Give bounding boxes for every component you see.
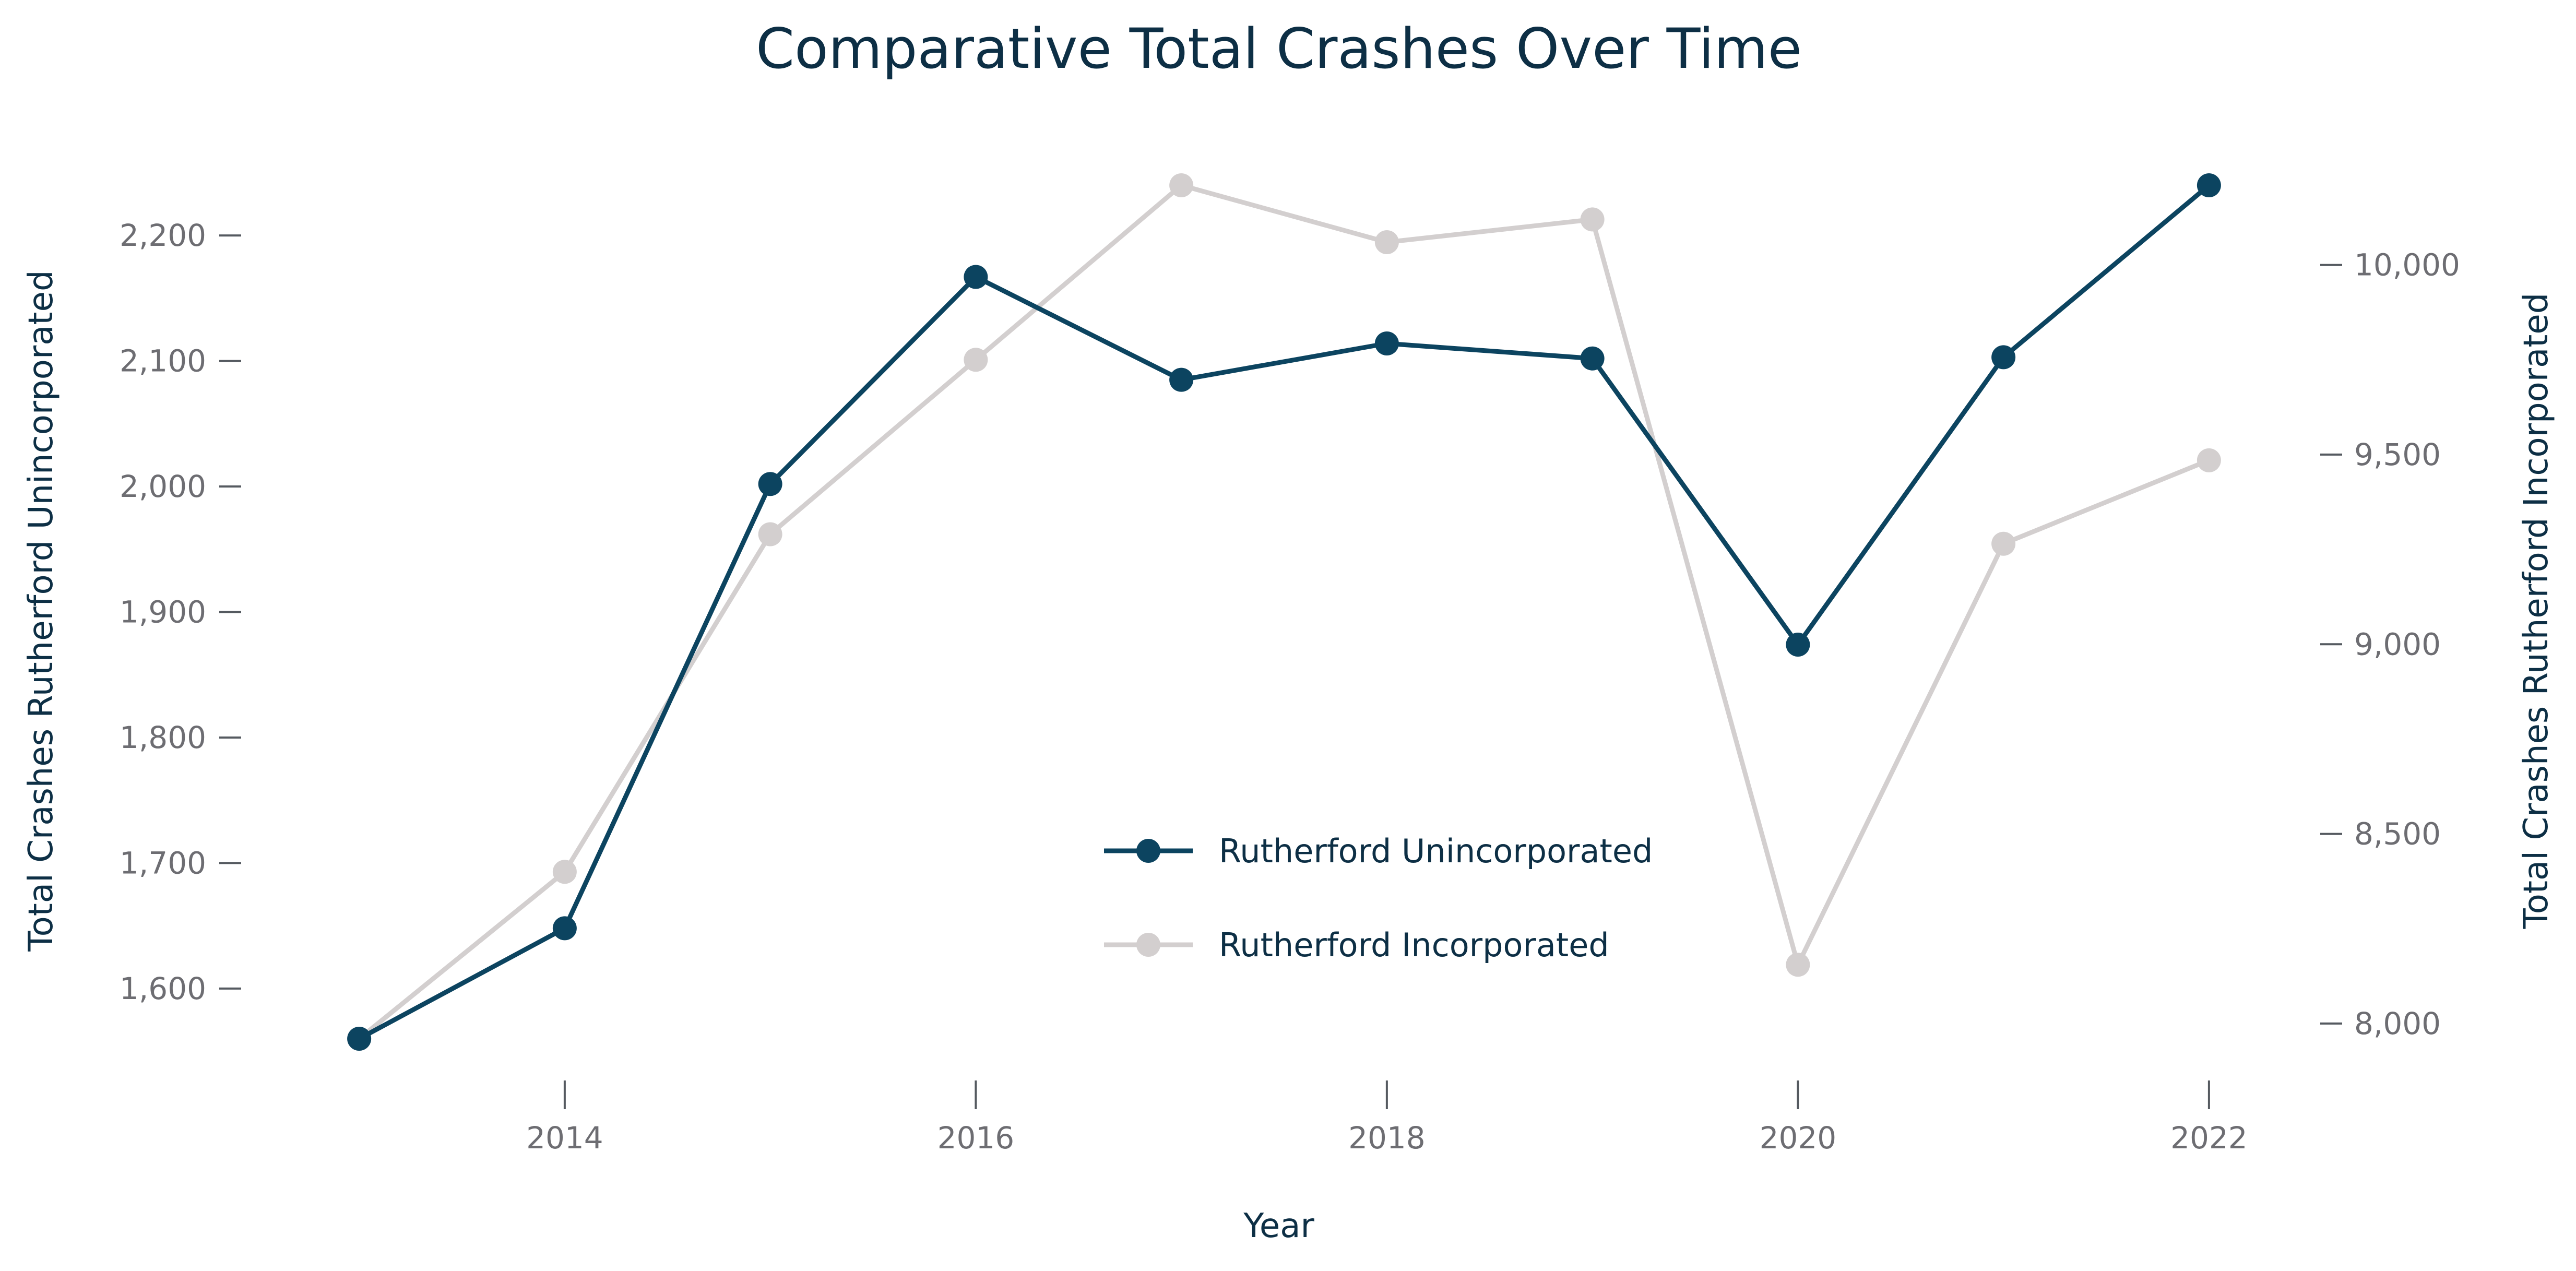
- right-y-axis-title: Total Crashes Rutherford Incorporated: [2517, 293, 2556, 930]
- left-y-tick-label: 1,700: [120, 845, 206, 881]
- left-y-tick-label: 1,800: [120, 720, 206, 755]
- data-point: [1374, 331, 1399, 355]
- right-y-tick-label: 8,000: [2354, 1006, 2441, 1041]
- plot-area: [347, 173, 2221, 1051]
- right-y-tick-label: 9,000: [2354, 626, 2441, 662]
- right-y-tick-label: 10,000: [2354, 247, 2460, 283]
- left-y-tick-label: 2,200: [120, 218, 206, 253]
- x-tick-label: 2016: [937, 1120, 1015, 1156]
- left-y-tick-label: 1,600: [120, 971, 206, 1006]
- x-tick-label: 2018: [1348, 1120, 1426, 1156]
- data-point: [758, 522, 782, 547]
- legend-marker: [1136, 839, 1160, 863]
- chart-title: Comparative Total Crashes Over Time: [756, 17, 1802, 81]
- data-point: [552, 860, 577, 884]
- right-y-tick-label: 8,500: [2354, 816, 2441, 852]
- left-y-tick-label: 1,900: [120, 595, 206, 630]
- left-y-axis: 1,600 1,700 1,800 1,900 2,000 2,100 2,200: [120, 218, 241, 1006]
- left-y-tick-label: 2,100: [120, 343, 206, 379]
- legend: Rutherford Unincorporated Rutherford Inco…: [1104, 832, 1653, 964]
- series-line: [358, 183, 2211, 1041]
- left-y-axis-title: Total Crashes Rutherford Unincorporated: [22, 270, 61, 952]
- x-axis-title: Year: [1243, 1207, 1314, 1245]
- data-point: [1991, 345, 2016, 370]
- data-point: [964, 265, 988, 289]
- legend-marker: [1136, 933, 1160, 957]
- data-point: [1374, 230, 1399, 254]
- data-point: [758, 472, 782, 496]
- right-y-axis: 8,000 8,500 9,000 9,500 10,000: [2320, 247, 2460, 1041]
- series-unincorporated: [347, 173, 2221, 1051]
- right-y-tick-label: 9,500: [2354, 437, 2441, 472]
- data-point: [1169, 367, 1194, 392]
- left-y-tick-label: 2,000: [120, 469, 206, 504]
- data-point: [964, 348, 988, 372]
- data-point: [1169, 173, 1194, 197]
- data-point: [1580, 207, 1605, 232]
- x-tick-label: 2014: [526, 1120, 603, 1156]
- legend-label: Rutherford Unincorporated: [1219, 832, 1653, 870]
- series-incorporated: [347, 173, 2221, 1051]
- data-point: [2197, 173, 2221, 197]
- x-tick-label: 2020: [1760, 1120, 1837, 1156]
- x-tick-label: 2022: [2170, 1120, 2248, 1156]
- data-point: [1991, 531, 2016, 556]
- data-point: [1786, 953, 1810, 977]
- x-axis: 2014 2016 2018 2020 2022: [526, 1080, 2248, 1156]
- data-point: [347, 1027, 372, 1051]
- legend-item: Rutherford Unincorporated: [1104, 832, 1653, 870]
- data-point: [1580, 346, 1605, 371]
- data-point: [552, 916, 577, 941]
- legend-item: Rutherford Incorporated: [1104, 926, 1609, 964]
- legend-label: Rutherford Incorporated: [1219, 926, 1609, 964]
- data-point: [2197, 448, 2221, 472]
- data-point: [1786, 633, 1810, 657]
- series-line: [358, 183, 2210, 1041]
